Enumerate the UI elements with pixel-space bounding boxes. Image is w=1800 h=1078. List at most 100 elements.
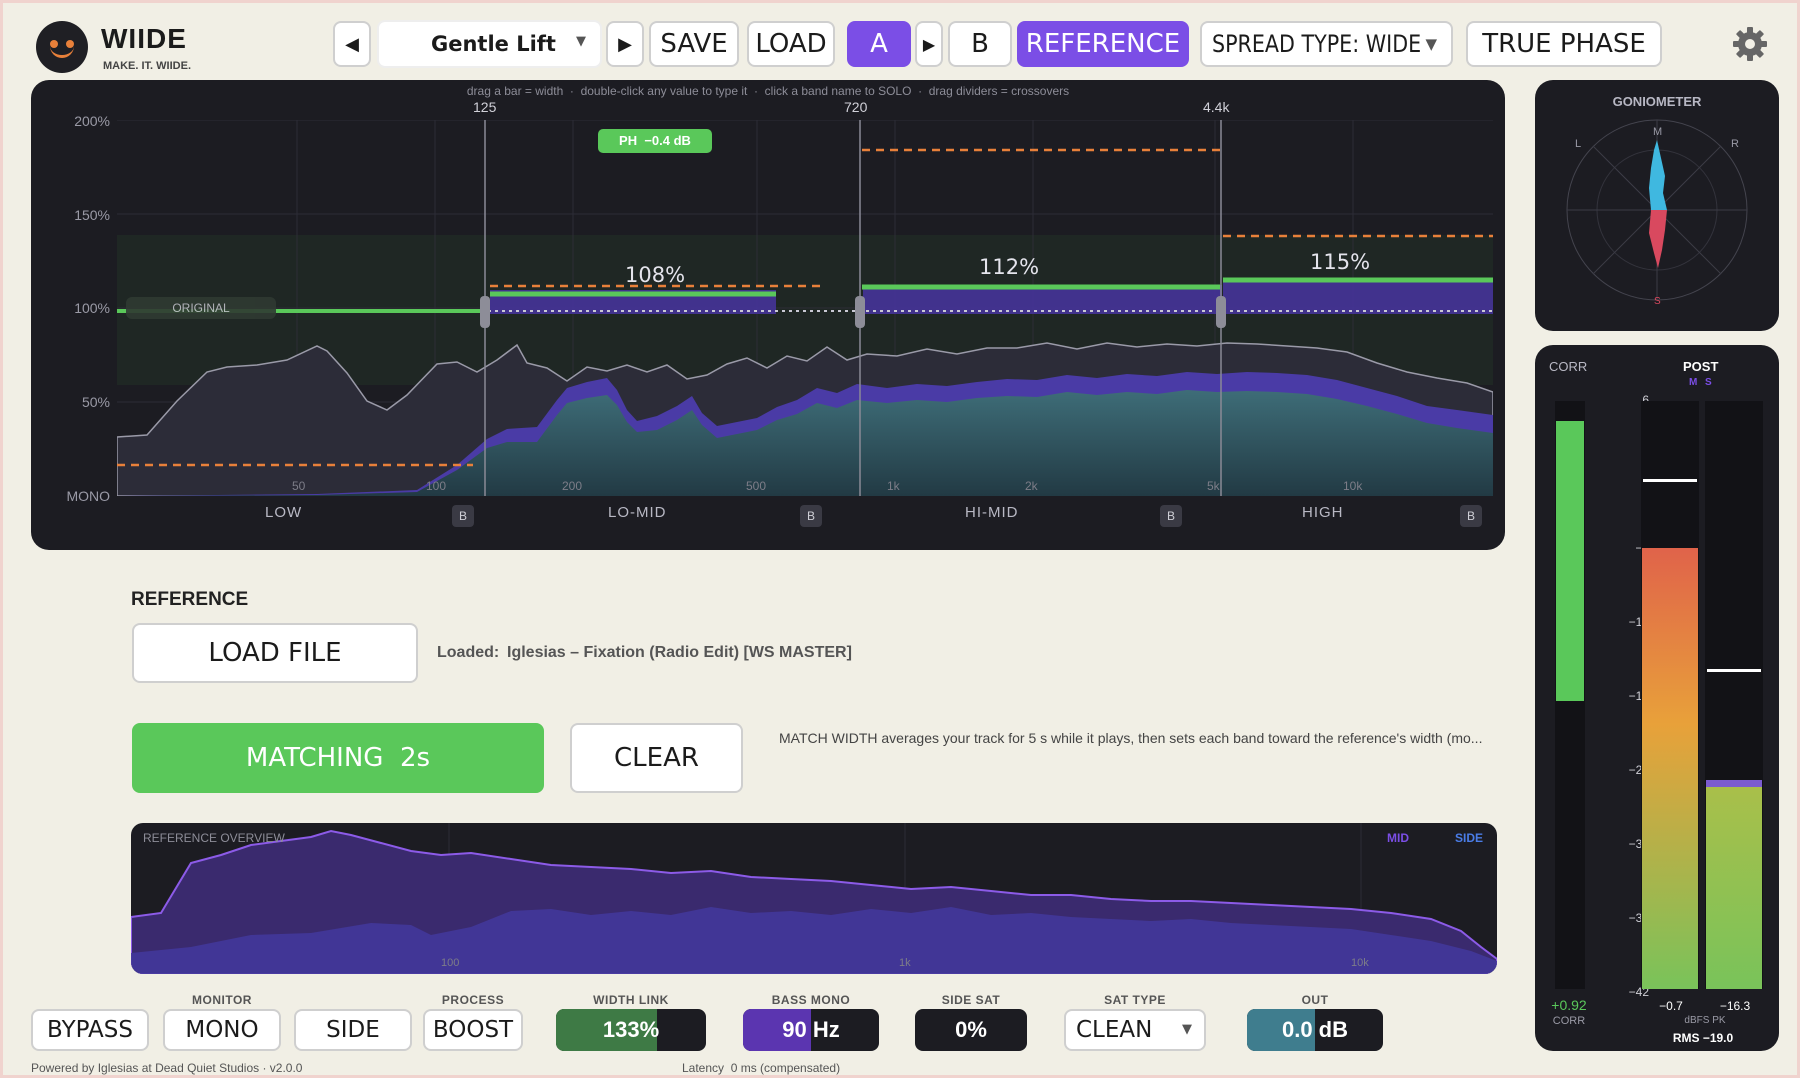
width-link-value: 133% — [602, 1017, 660, 1042]
post-title: POST — [1683, 359, 1719, 374]
reference-button[interactable]: REFERENCE — [1017, 21, 1189, 67]
x-label-50: 50 — [292, 479, 306, 493]
reference-overview-graph — [131, 823, 1497, 974]
goniometer-title: GONIOMETER — [1612, 94, 1702, 109]
sat-type-select[interactable]: CLEAN ▼ — [1064, 1009, 1206, 1051]
peak-hold-left — [1643, 479, 1697, 482]
crossover-label-3[interactable]: 4.4k — [1203, 99, 1230, 115]
band-high-bypass-button[interactable]: B — [1460, 505, 1482, 527]
meter-label-m: M — [1689, 377, 1698, 388]
bass-mono-label: BASS MONO — [771, 993, 851, 1007]
monitor-mono-button[interactable]: MONO — [163, 1009, 281, 1051]
y-label-mono: MONO — [66, 488, 110, 504]
monitor-label: MONITOR — [192, 993, 252, 1007]
band-lomid-bypass-button[interactable]: B — [800, 505, 822, 527]
preset-select[interactable]: Gentle Lift ▼ — [377, 20, 602, 68]
level-meter-left — [1641, 401, 1699, 989]
corr-title: CORR — [1549, 359, 1588, 374]
app-tagline: MAKE. IT. WIIDE. — [103, 60, 191, 72]
overview-legend-mid: MID — [1387, 831, 1409, 845]
chevron-down-icon: ▼ — [576, 34, 586, 49]
x-label-5k: 5k — [1207, 479, 1220, 493]
band-low-bypass-button[interactable]: B — [452, 505, 474, 527]
band-high-name[interactable]: HIGH — [1302, 504, 1344, 521]
meter-label-s: S — [1705, 377, 1712, 388]
load-file-button[interactable]: LOAD FILE — [132, 623, 418, 683]
bass-mono-fill — [743, 1009, 811, 1051]
level-meter-right-fill — [1706, 779, 1762, 989]
monitor-side-button[interactable]: SIDE — [294, 1009, 412, 1051]
spectrum-panel[interactable]: drag a bar = width · double-click any va… — [31, 80, 1505, 550]
load-button[interactable]: LOAD — [747, 21, 835, 67]
clear-button[interactable]: CLEAR — [570, 723, 743, 793]
footer-latency: Latency 0 ms (compensated) — [682, 1061, 841, 1075]
goniometer-display — [1566, 119, 1748, 301]
band-lomid-name[interactable]: LO-MID — [608, 504, 667, 521]
x-label-10k: 10k — [1343, 479, 1363, 493]
goniometer-label-s: S — [1654, 296, 1661, 307]
match-width-label: MATCHING 2s — [245, 743, 431, 773]
reference-target-lines — [117, 148, 1493, 467]
y-label-100: 100% — [74, 300, 110, 316]
a-button[interactable]: A — [847, 21, 911, 67]
bass-mono-value: 90 Hz — [782, 1017, 840, 1042]
width-link-label: WIDTH LINK — [593, 993, 669, 1007]
match-help-text: MATCH WIDTH averages your track for 5 s … — [779, 730, 1483, 746]
out-fill — [1247, 1009, 1315, 1051]
side-sat-control[interactable]: 0% — [915, 1009, 1027, 1051]
meter-tick-6: 6 — [1642, 393, 1649, 407]
sat-type-label: SAT TYPE — [1104, 993, 1166, 1007]
width-link-fill — [556, 1009, 657, 1051]
out-control[interactable]: 0.0 dB — [1247, 1009, 1383, 1051]
side-sat-label: SIDE SAT — [941, 993, 1001, 1007]
copy-a-to-b-button[interactable]: ▶ — [915, 21, 943, 67]
goniometer-label-r: R — [1731, 138, 1739, 150]
loaded-prefix: Loaded: — [437, 644, 500, 661]
loaded-file-name: Iglesias – Fixation (Radio Edit) [WS MAS… — [507, 644, 852, 661]
crossover-label-2[interactable]: 720 — [844, 99, 868, 115]
app-title: WIIDE — [101, 23, 187, 54]
overview-x-10k: 10k — [1351, 957, 1369, 969]
band-himid-name[interactable]: HI-MID — [965, 504, 1019, 521]
meter-panel: CORR POST M S 6 0 −6 −12 −18 −24 −30 −36… — [1535, 345, 1779, 1051]
bypass-button[interactable]: BYPASS — [31, 1009, 149, 1051]
gear-icon[interactable] — [1732, 26, 1768, 62]
himid-width-fill — [863, 285, 1222, 314]
x-label-500: 500 — [746, 479, 767, 493]
next-preset-button[interactable]: ▶ — [606, 21, 644, 67]
match-width-button[interactable]: MATCHING 2s — [132, 723, 544, 793]
spread-type-label: SPREAD TYPE: WIDE — [1212, 30, 1422, 58]
save-button[interactable]: SAVE — [649, 21, 739, 67]
goniometer-label-m: M — [1653, 126, 1663, 138]
corr-label: CORR — [1552, 1015, 1586, 1027]
band-low-name[interactable]: LOW — [265, 504, 303, 521]
logo-smile — [50, 46, 74, 58]
spectrum-graph[interactable] — [117, 120, 1493, 496]
lomid-width-value[interactable]: 108% — [625, 263, 686, 287]
band-himid-bypass-button[interactable]: B — [1160, 505, 1182, 527]
boost-button[interactable]: BOOST — [423, 1009, 523, 1051]
peak-right-value: −16.3 — [1719, 999, 1751, 1013]
b-button[interactable]: B — [948, 21, 1012, 67]
goniometer-label-l: L — [1575, 138, 1582, 150]
spread-type-select[interactable]: SPREAD TYPE: WIDE ▼ — [1200, 21, 1453, 67]
prev-preset-button[interactable]: ◀ — [333, 21, 371, 67]
true-phase-button[interactable]: TRUE PHASE — [1466, 21, 1662, 67]
crossover-label-1[interactable]: 125 — [473, 99, 497, 115]
spectrum-hint: drag a bar = width · double-click any va… — [466, 84, 1070, 98]
y-label-150: 150% — [74, 207, 110, 223]
original-label: ORIGINAL — [126, 297, 276, 319]
chevron-down-icon: ▼ — [1182, 1022, 1192, 1037]
corr-value: +0.92 — [1551, 997, 1587, 1013]
peak-left-value: −0.7 — [1659, 999, 1683, 1013]
goniometer-panel: GONIOMETER L M R S — [1535, 80, 1779, 331]
bass-mono-control[interactable]: 90 Hz — [743, 1009, 879, 1051]
process-label: PROCESS — [441, 993, 505, 1007]
side-sat-value: 0% — [955, 1017, 987, 1042]
himid-width-value[interactable]: 112% — [979, 255, 1040, 279]
width-link-control[interactable]: 133% — [556, 1009, 706, 1051]
high-width-value[interactable]: 115% — [1310, 250, 1371, 274]
level-meter-left-fill — [1642, 548, 1698, 989]
crossover-handles[interactable] — [480, 296, 1226, 328]
logo — [36, 21, 88, 73]
